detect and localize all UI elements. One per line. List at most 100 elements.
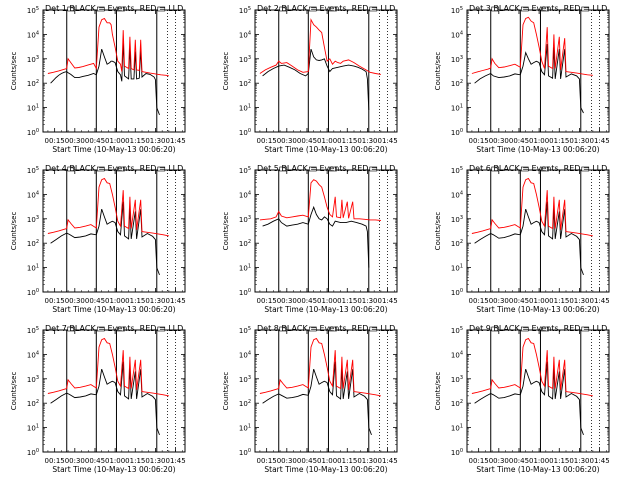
- y-axis-label: Counts/sec: [10, 52, 18, 91]
- y-tick-label: 104: [239, 190, 251, 199]
- y-tick-label: 105: [27, 6, 39, 15]
- y-axis-label: Counts/sec: [10, 212, 18, 251]
- x-tick-label: 00:15: [45, 457, 65, 465]
- y-tick-label: 100: [27, 288, 39, 297]
- time-marker-flag: [369, 166, 378, 172]
- x-axis-label: Start Time (10-May-13 00:06:20): [264, 465, 387, 474]
- y-tick-label: 105: [239, 326, 251, 335]
- y-tick-label: 103: [239, 375, 251, 384]
- y-tick-label: 100: [451, 448, 463, 457]
- panel-title: Det 6 BLACK = Events, RED = LLD: [469, 164, 607, 173]
- panel-title: Det 7 BLACK = Events, RED = LLD: [45, 324, 183, 333]
- x-tick-label: 00:45: [509, 457, 529, 465]
- time-marker-flag: [97, 6, 105, 12]
- time-marker-flag: [369, 326, 378, 332]
- x-tick-label: 00:30: [489, 137, 509, 145]
- y-tick-label: 100: [239, 448, 251, 457]
- x-tick-label: 01:15: [337, 297, 357, 305]
- x-tick-label: 01:45: [165, 137, 185, 145]
- x-tick-label: 00:30: [277, 297, 297, 305]
- x-tick-label: 01:00: [529, 457, 549, 465]
- x-tick-label: 01:30: [145, 297, 165, 305]
- y-tick-label: 101: [451, 104, 463, 113]
- y-axis-label: Counts/sec: [434, 372, 442, 411]
- x-tick-label: 00:15: [45, 137, 65, 145]
- lld-series-line: [259, 179, 381, 221]
- x-tick-label: 01:30: [569, 297, 589, 305]
- x-tick-label: 00:30: [65, 457, 85, 465]
- panel-title: Det 9 BLACK = Events, RED = LLD: [469, 324, 607, 333]
- x-tick-label: 01:15: [549, 457, 569, 465]
- x-tick-label: 00:30: [489, 457, 509, 465]
- y-tick-label: 104: [239, 350, 251, 359]
- lld-series-line: [259, 337, 381, 397]
- y-tick-label: 100: [451, 128, 463, 137]
- y-tick-label: 101: [239, 104, 251, 113]
- x-tick-label: 01:00: [105, 297, 125, 305]
- time-marker-flag: [581, 166, 590, 172]
- y-tick-label: 104: [27, 190, 39, 199]
- y-tick-label: 103: [27, 375, 39, 384]
- time-marker-flag: [329, 326, 337, 332]
- y-tick-label: 102: [451, 79, 463, 88]
- y-tick-label: 105: [451, 6, 463, 15]
- x-tick-label: 01:30: [569, 137, 589, 145]
- y-tick-label: 101: [239, 264, 251, 273]
- panel-title: Det 4 BLACK = Events, RED = LLD: [45, 164, 183, 173]
- time-marker-flag: [157, 166, 166, 172]
- x-tick-label: 00:45: [85, 297, 105, 305]
- y-tick-label: 102: [239, 239, 251, 248]
- x-tick-label: 00:45: [297, 297, 317, 305]
- time-marker-flag: [97, 166, 105, 172]
- time-marker-flag: [491, 6, 500, 12]
- y-tick-label: 102: [27, 79, 39, 88]
- time-marker-flag: [581, 326, 590, 332]
- time-marker-flag: [521, 6, 529, 12]
- y-tick-label: 101: [27, 264, 39, 273]
- lld-series-line: [259, 18, 381, 75]
- y-axis-label: Counts/sec: [434, 212, 442, 251]
- x-tick-label: 01:30: [145, 457, 165, 465]
- time-marker-flag: [491, 166, 500, 172]
- time-marker-flag: [97, 326, 105, 332]
- x-tick-label: 01:30: [145, 137, 165, 145]
- x-tick-label: 00:30: [65, 297, 85, 305]
- x-tick-label: 01:45: [377, 297, 397, 305]
- time-marker-flag: [117, 326, 125, 332]
- x-axis-label: Start Time (10-May-13 00:06:20): [264, 145, 387, 154]
- x-tick-label: 01:00: [317, 137, 337, 145]
- x-tick-label: 01:15: [125, 297, 145, 305]
- x-tick-label: 00:45: [85, 457, 105, 465]
- y-tick-label: 104: [27, 350, 39, 359]
- y-tick-label: 101: [451, 424, 463, 433]
- time-marker-flag: [67, 6, 76, 12]
- x-tick-label: 00:15: [469, 457, 489, 465]
- y-tick-label: 103: [239, 55, 251, 64]
- x-tick-label: 01:00: [105, 137, 125, 145]
- events-series-line: [262, 48, 370, 111]
- time-marker-flag: [541, 166, 549, 172]
- plot-frame: [254, 329, 398, 453]
- x-tick-label: 01:15: [125, 137, 145, 145]
- x-tick-label: 01:45: [589, 137, 609, 145]
- events-series-line: [262, 205, 370, 268]
- x-tick-label: 01:15: [337, 137, 357, 145]
- x-tick-label: 00:45: [297, 137, 317, 145]
- y-tick-label: 105: [239, 6, 251, 15]
- lld-series-line: [471, 337, 593, 397]
- x-tick-label: 01:45: [165, 457, 185, 465]
- time-marker-flag: [329, 166, 337, 172]
- time-marker-flag: [541, 6, 549, 12]
- y-tick-label: 102: [451, 239, 463, 248]
- x-tick-label: 01:45: [589, 457, 609, 465]
- plot-frame: [42, 329, 186, 453]
- x-tick-label: 01:15: [549, 137, 569, 145]
- y-tick-label: 102: [27, 399, 39, 408]
- y-tick-label: 101: [27, 104, 39, 113]
- x-axis-label: Start Time (10-May-13 00:06:20): [52, 305, 175, 314]
- y-tick-label: 100: [451, 288, 463, 297]
- time-marker-flag: [309, 6, 317, 12]
